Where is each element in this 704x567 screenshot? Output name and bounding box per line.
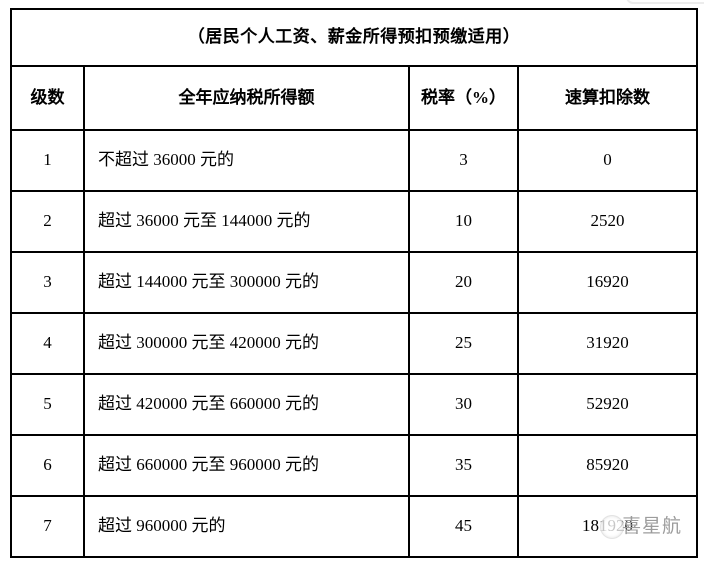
table-header-row: 级数 全年应纳税所得额 税率（%） 速算扣除数 [10, 65, 698, 131]
cell-deduction: 0 [517, 129, 698, 192]
cell-income: 超过 36000 元至 144000 元的 [83, 190, 410, 253]
cell-deduction: 31920 [517, 312, 698, 375]
table-row: 6 超过 660000 元至 960000 元的 35 85920 [10, 434, 698, 497]
cell-level: 7 [10, 495, 85, 558]
cell-deduction: 2520 [517, 190, 698, 253]
cell-level: 4 [10, 312, 85, 375]
table-title: （居民个人工资、薪金所得预扣预缴适用） [10, 8, 698, 67]
cell-income: 超过 144000 元至 300000 元的 [83, 251, 410, 314]
cell-income: 超过 660000 元至 960000 元的 [83, 434, 410, 497]
cell-rate: 35 [408, 434, 519, 497]
cell-income: 不超过 36000 元的 [83, 129, 410, 192]
cell-level: 2 [10, 190, 85, 253]
table-title-row: （居民个人工资、薪金所得预扣预缴适用） [10, 8, 698, 67]
cell-rate: 45 [408, 495, 519, 558]
col-header-level: 级数 [10, 65, 85, 131]
cell-income: 超过 420000 元至 660000 元的 [83, 373, 410, 436]
cell-deduction: 85920 [517, 434, 698, 497]
table-row: 7 超过 960000 元的 45 181920 喜星航 [10, 495, 698, 558]
watermark-logo-icon [600, 515, 624, 539]
cell-income: 超过 300000 元至 420000 元的 [83, 312, 410, 375]
cell-rate: 30 [408, 373, 519, 436]
watermark-text: 喜星航 [622, 516, 683, 537]
table-row: 4 超过 300000 元至 420000 元的 25 31920 [10, 312, 698, 375]
corner-artifact [626, 0, 704, 4]
table-row: 2 超过 36000 元至 144000 元的 10 2520 [10, 190, 698, 253]
cell-deduction: 181920 喜星航 [517, 495, 698, 558]
table-row: 3 超过 144000 元至 300000 元的 20 16920 [10, 251, 698, 314]
cell-level: 3 [10, 251, 85, 314]
tax-rate-table: （居民个人工资、薪金所得预扣预缴适用） 级数 全年应纳税所得额 税率（%） 速算… [10, 8, 698, 558]
table-row: 5 超过 420000 元至 660000 元的 30 52920 [10, 373, 698, 436]
cell-rate: 25 [408, 312, 519, 375]
cell-deduction: 52920 [517, 373, 698, 436]
cell-level: 1 [10, 129, 85, 192]
col-header-deduction: 速算扣除数 [517, 65, 698, 131]
cell-level: 5 [10, 373, 85, 436]
col-header-income: 全年应纳税所得额 [83, 65, 410, 131]
cell-level: 6 [10, 434, 85, 497]
table-row: 1 不超过 36000 元的 3 0 [10, 129, 698, 192]
col-header-rate: 税率（%） [408, 65, 519, 131]
cell-rate: 3 [408, 129, 519, 192]
cell-deduction: 16920 [517, 251, 698, 314]
cell-rate: 10 [408, 190, 519, 253]
cell-income: 超过 960000 元的 [83, 495, 410, 558]
cell-rate: 20 [408, 251, 519, 314]
